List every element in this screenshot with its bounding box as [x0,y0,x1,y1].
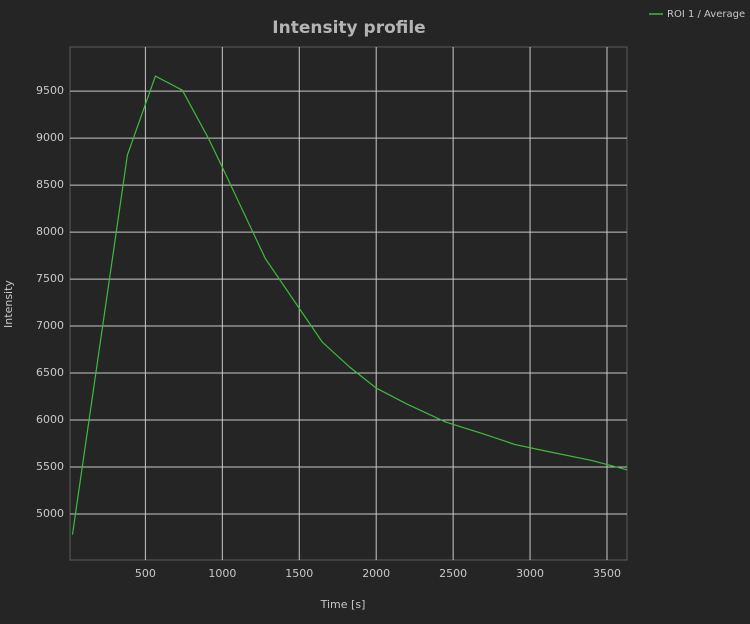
legend-label: ROI 1 / Average [667,9,745,20]
chart-title: Intensity profile [272,18,425,38]
y-tick-label: 5500 [36,460,64,473]
y-tick-label: 6500 [36,366,64,379]
plot-frame [69,46,628,561]
x-tick-label: 1000 [208,567,236,580]
x-tick-label: 500 [135,567,156,580]
data-line [71,75,628,535]
y-tick-label: 9500 [36,84,64,97]
x-tick-label: 3500 [593,567,621,580]
y-tick-label: 7500 [36,272,64,285]
y-tick-label: 7000 [36,319,64,332]
y-tick-label: 5000 [36,507,64,520]
y-tick-label: 6000 [36,413,64,426]
y-tick-label: 9000 [36,131,64,144]
y-tick-label: 8500 [36,178,64,191]
x-tick-label: 3000 [516,567,544,580]
x-tick-label: 2000 [362,567,390,580]
y-axis-label: Intensity [2,280,15,328]
x-tick-label: 1500 [285,567,313,580]
x-tick-label: 2500 [439,567,467,580]
x-axis-label: Time [s] [320,598,366,611]
y-tick-label: 8000 [36,225,64,238]
